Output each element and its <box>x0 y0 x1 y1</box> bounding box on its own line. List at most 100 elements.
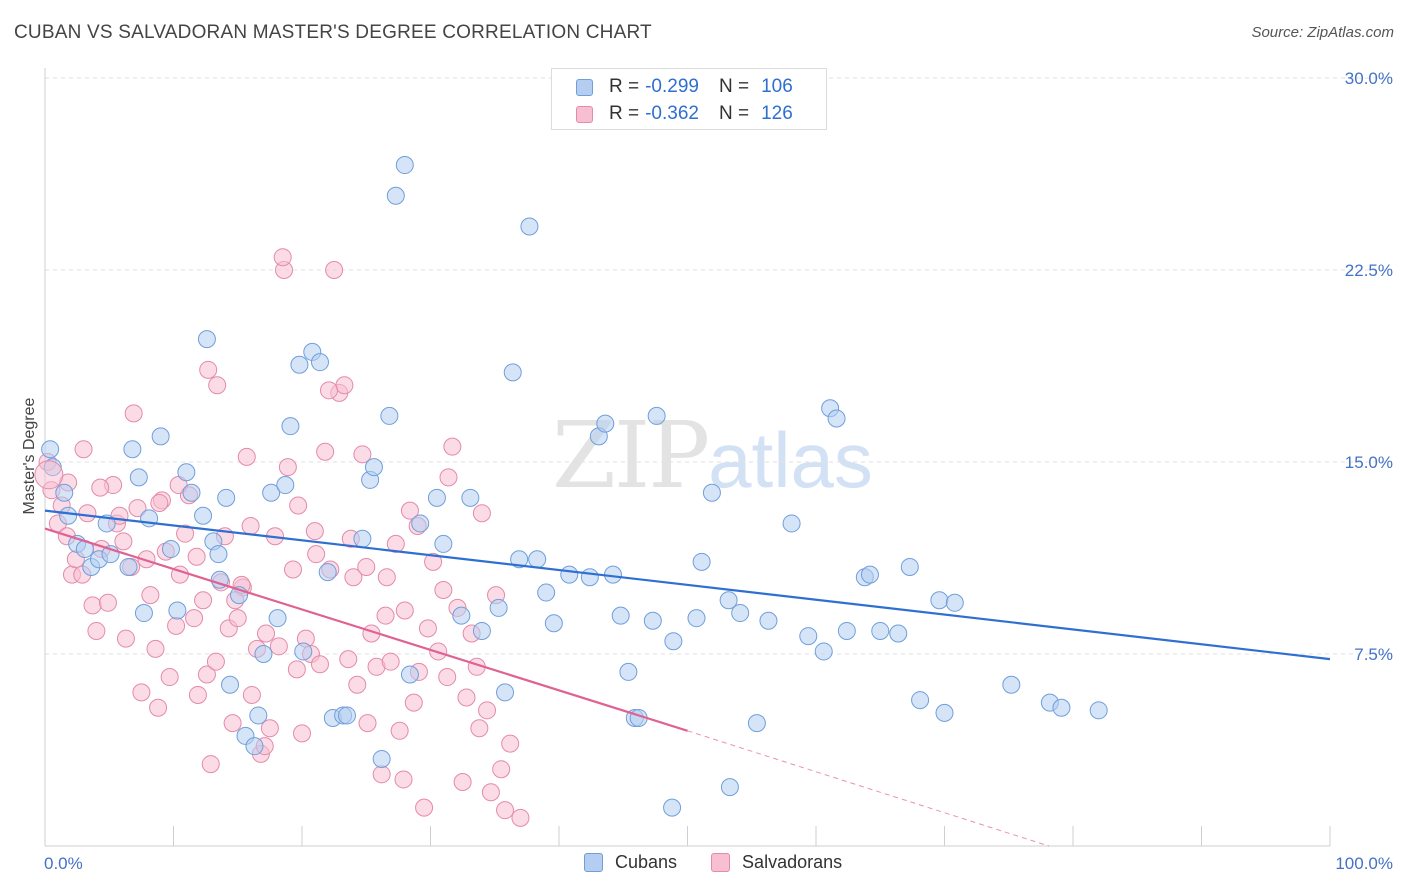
correlation-legend: R = -0.299 N = 106 R = -0.362 N = 126 <box>551 68 827 130</box>
salvadoran-point <box>400 501 419 520</box>
cuban-point <box>911 691 930 710</box>
salvadoran-point <box>201 755 220 774</box>
y-tick-label: 7.5% <box>1354 645 1393 664</box>
salvadoran-point <box>377 568 396 587</box>
cuban-point <box>129 468 148 487</box>
x-tick-label: 100.0% <box>1335 854 1393 873</box>
salvadoran-point <box>289 496 308 515</box>
cuban-point <box>461 488 480 507</box>
salvadoran-point <box>434 581 453 599</box>
salvadoran-point <box>395 601 414 620</box>
cuban-point <box>294 642 313 661</box>
salvadoran-point <box>353 445 372 464</box>
salvadoran-point <box>91 478 110 497</box>
cuban-point <box>719 591 738 610</box>
cuban-point <box>434 534 453 553</box>
cuban-point <box>41 440 60 459</box>
cuban-point <box>262 483 281 502</box>
cuban-point <box>596 414 615 433</box>
cuban-point <box>395 156 414 175</box>
cubans-swatch-icon <box>584 853 603 872</box>
legend-r-value: -0.299 <box>645 76 699 97</box>
salvadoran-point <box>114 532 133 551</box>
cuban-point <box>194 506 213 525</box>
salvadoran-point <box>381 652 400 671</box>
salvadoran-point <box>481 783 500 802</box>
legend-row-cubans: R = -0.299 N = 106 <box>576 74 793 100</box>
salvadoran-point <box>187 547 206 566</box>
salvadoran-point <box>74 440 93 459</box>
salvadoran-point <box>228 609 247 628</box>
cuban-point <box>59 506 78 525</box>
salvadoran-point <box>438 668 457 687</box>
salvadoran-point <box>358 714 377 733</box>
salvadoran-point <box>149 698 168 717</box>
cuban-point <box>503 363 522 382</box>
y-tick-label: 22.5% <box>1345 261 1393 280</box>
legend-n-value: 126 <box>761 103 793 124</box>
salvadoran-point <box>404 693 423 712</box>
salvadoran-point <box>319 381 338 400</box>
salvadoran-point <box>199 360 218 379</box>
salvadoran-point <box>316 442 335 461</box>
cuban-point <box>364 458 383 477</box>
salvadoran-point <box>278 458 297 477</box>
salvadoran-point <box>116 629 135 648</box>
cuban-point <box>544 614 563 633</box>
x-tick-label: 0.0% <box>44 854 83 873</box>
salvadorans-swatch-icon <box>711 853 731 872</box>
salvadoran-point <box>146 639 165 658</box>
cuban-point <box>217 488 236 507</box>
salvadoran-point <box>223 714 242 733</box>
cuban-point <box>871 621 890 640</box>
salvadoran-point <box>394 770 413 789</box>
cuban-point <box>528 550 547 569</box>
cuban-point <box>720 778 739 797</box>
salvadoran-point <box>83 596 102 615</box>
salvadoran-point <box>339 650 358 669</box>
cuban-point <box>1052 698 1071 717</box>
y-axis-label: Master's Degree <box>21 397 38 514</box>
salvadoran-point <box>390 721 409 740</box>
salvadoran-point <box>98 593 117 612</box>
salvadoran-point <box>348 675 367 694</box>
salvadoran-point <box>310 655 329 674</box>
salvadoran-point <box>237 447 256 466</box>
salvadoran-point <box>325 261 344 279</box>
y-tick-label: 15.0% <box>1345 453 1393 472</box>
salvadoran-point <box>167 616 186 635</box>
cuban-point <box>386 186 405 205</box>
cuban-point <box>318 563 337 582</box>
salvadoran-point <box>472 504 491 523</box>
cuban-point <box>472 621 491 640</box>
cubans-swatch-icon <box>576 78 593 96</box>
salvadoran-point <box>206 652 225 671</box>
cuban-point <box>372 749 391 768</box>
salvadoran-point <box>128 499 147 518</box>
cuban-point <box>245 737 264 756</box>
salvadoran-point <box>511 808 530 827</box>
legend-item-cubans: Cubans <box>584 852 677 873</box>
salvadoran-point <box>188 685 207 704</box>
legend-r-label: R = <box>609 103 640 124</box>
salvadoran-point <box>307 545 326 564</box>
legend-item-label: Salvadorans <box>742 852 843 872</box>
cuban-point <box>496 683 515 702</box>
cuban-point <box>268 609 287 628</box>
legend-r-value: -0.362 <box>645 103 699 124</box>
cuban-point <box>687 609 706 628</box>
cuban-point <box>134 604 153 623</box>
salvadoran-point <box>335 376 354 395</box>
salvadorans-trend-line <box>44 527 688 732</box>
salvadoran-point <box>443 437 462 456</box>
salvadoran-point <box>208 376 227 395</box>
salvadoran-point <box>453 773 472 791</box>
cubans-trend-line <box>44 509 1331 661</box>
cuban-point <box>664 632 683 651</box>
cuban-point <box>55 483 74 502</box>
salvadoran-point <box>457 688 476 707</box>
cuban-point <box>889 624 908 643</box>
cuban-point <box>510 550 529 569</box>
cuban-point <box>702 483 721 502</box>
